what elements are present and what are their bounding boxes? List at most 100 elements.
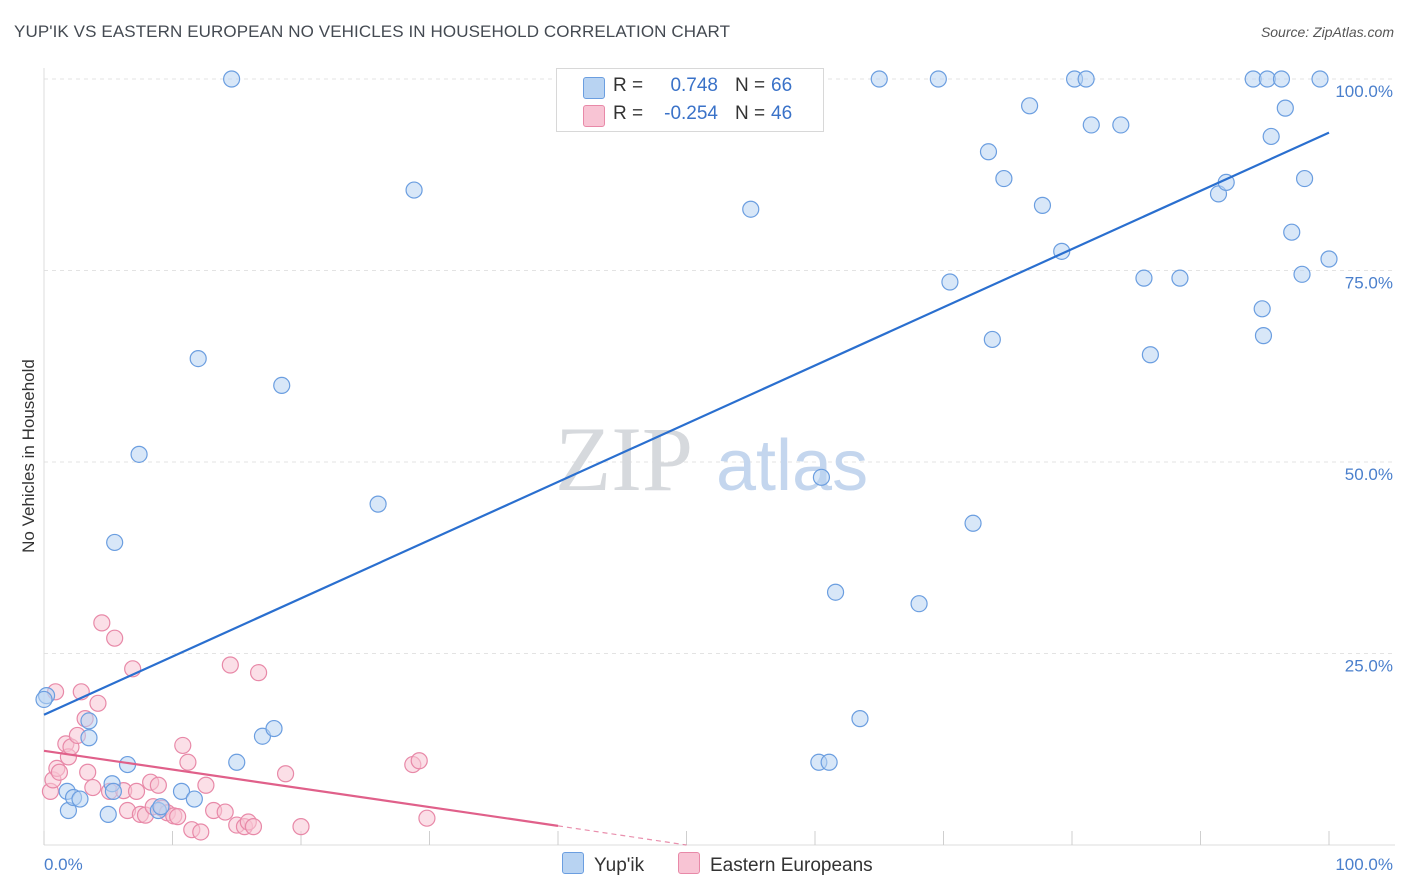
- eastern-europeans-point: [249, 664, 268, 682]
- yupik-point: [964, 514, 982, 532]
- bottom-legend-eastern-europeans: Eastern Europeans: [678, 852, 873, 877]
- yupik-point: [189, 349, 207, 368]
- eastern-europeans-point: [197, 776, 215, 794]
- eastern-europeans-point: [179, 753, 197, 771]
- yupik-point: [106, 533, 124, 552]
- yupik-point: [1272, 70, 1291, 88]
- yupik-point: [826, 583, 845, 601]
- eastern-europeans-point: [84, 778, 102, 797]
- eastern-europeans-point: [127, 782, 146, 800]
- bottom-legend-swatch-eastern-europeans: [678, 852, 700, 874]
- yupik-point: [742, 200, 760, 218]
- yupik-point: [130, 445, 148, 463]
- yupik-point: [983, 330, 1001, 349]
- eastern-europeans-point: [244, 818, 263, 836]
- yupik-point: [104, 782, 122, 800]
- yupik-point: [1311, 70, 1329, 88]
- y-tick-label: 50.0%: [1345, 465, 1393, 484]
- y-tick-label: 25.0%: [1345, 657, 1393, 676]
- yupik-point: [172, 782, 191, 800]
- eastern-europeans-point: [292, 818, 310, 836]
- bottom-legend-label-eastern-europeans: Eastern Europeans: [710, 855, 873, 876]
- eastern-europeans-point: [50, 763, 69, 781]
- yupik-point: [152, 798, 170, 816]
- legend-n-label: N =: [735, 103, 766, 124]
- eastern-europeans-point: [169, 808, 187, 826]
- yupik-point: [870, 70, 888, 88]
- yupik-point: [1135, 269, 1153, 287]
- eastern-europeans-trend-line: [43, 749, 559, 827]
- eastern-europeans-point: [149, 776, 167, 794]
- yupik-point: [265, 719, 283, 738]
- eastern-europeans-point: [216, 803, 234, 821]
- legend-n-label: N =: [735, 75, 766, 96]
- yupik-point: [405, 181, 423, 199]
- eastern-europeans-point: [192, 823, 210, 841]
- yupik-point: [1082, 116, 1100, 134]
- yupik-point: [979, 143, 998, 161]
- yupik-point: [35, 690, 53, 709]
- legend-n-value: 46: [771, 103, 793, 124]
- yupik-point: [80, 712, 98, 730]
- y-tick-label: 100.0%: [1335, 82, 1393, 101]
- yupik-point: [1141, 346, 1159, 364]
- eastern-europeans-point: [93, 614, 111, 632]
- eastern-europeans-trend-extension: [557, 825, 687, 846]
- yupik-point: [1112, 116, 1130, 134]
- x-tick-label: 100.0%: [1335, 855, 1393, 874]
- yupik-point: [1276, 99, 1294, 117]
- yupik-point: [369, 495, 387, 513]
- yupik-point: [1295, 169, 1314, 188]
- yupik-point: [812, 468, 831, 486]
- legend-swatch-yupik: [583, 77, 605, 99]
- yupik-point: [99, 805, 117, 823]
- eastern-europeans-point: [79, 763, 97, 781]
- yupik-point: [1020, 97, 1039, 115]
- legend-r-label: R =: [613, 75, 644, 96]
- eastern-europeans-point: [221, 656, 239, 674]
- yupik-point: [228, 753, 246, 771]
- legend-r-label: R =: [613, 103, 644, 124]
- eastern-europeans-point: [89, 694, 107, 712]
- yupik-point: [910, 595, 928, 613]
- eastern-europeans-point: [410, 752, 428, 770]
- y-tick-label: 75.0%: [1345, 274, 1393, 293]
- yupik-point: [80, 729, 98, 747]
- yupik-point: [995, 169, 1013, 188]
- eastern-europeans-point: [276, 765, 295, 783]
- yupik-point: [820, 753, 838, 771]
- yupik-point: [1262, 127, 1280, 146]
- yupik-point: [1293, 265, 1311, 283]
- axes: [43, 68, 1395, 846]
- eastern-europeans-point: [174, 736, 192, 755]
- legend-n-value: 66: [771, 75, 793, 96]
- yupik-point: [1077, 70, 1095, 88]
- yupik-point: [223, 70, 241, 88]
- eastern-europeans-point: [106, 629, 124, 647]
- yupik-point: [1171, 269, 1189, 287]
- legend-swatch-eastern-europeans: [583, 105, 605, 127]
- watermark-zip: ZIP: [555, 408, 693, 510]
- yupik-point: [1253, 300, 1271, 318]
- bottom-legend-yupik: Yup'ik: [562, 852, 644, 877]
- correlation-legend: R = 0.748 N = 66 R = -0.254 N = 46: [556, 68, 824, 132]
- yupik-point: [851, 710, 869, 728]
- gridlines: [44, 78, 1395, 654]
- x-tick-label: 0.0%: [44, 855, 83, 874]
- eastern-europeans-point: [418, 809, 436, 827]
- yupik-point: [1283, 223, 1301, 241]
- legend-r-value: 0.748: [670, 75, 718, 96]
- chart-title: YUP'IK VS EASTERN EUROPEAN NO VEHICLES I…: [14, 22, 731, 41]
- source-label: Source: ZipAtlas.com: [1260, 24, 1394, 40]
- yupik-point: [1033, 196, 1052, 214]
- trend-lines: [43, 131, 1330, 846]
- legend-r-value: -0.254: [664, 103, 718, 124]
- watermark-atlas: atlas: [716, 426, 868, 506]
- yupik-point: [1320, 250, 1338, 268]
- yupik-point: [185, 790, 203, 808]
- yupik-point: [273, 376, 291, 394]
- tick-labels: 25.0% 50.0% 75.0% 100.0% 0.0% 100.0%: [44, 82, 1393, 874]
- yupik-point: [941, 273, 959, 291]
- yupik-point: [1254, 327, 1273, 345]
